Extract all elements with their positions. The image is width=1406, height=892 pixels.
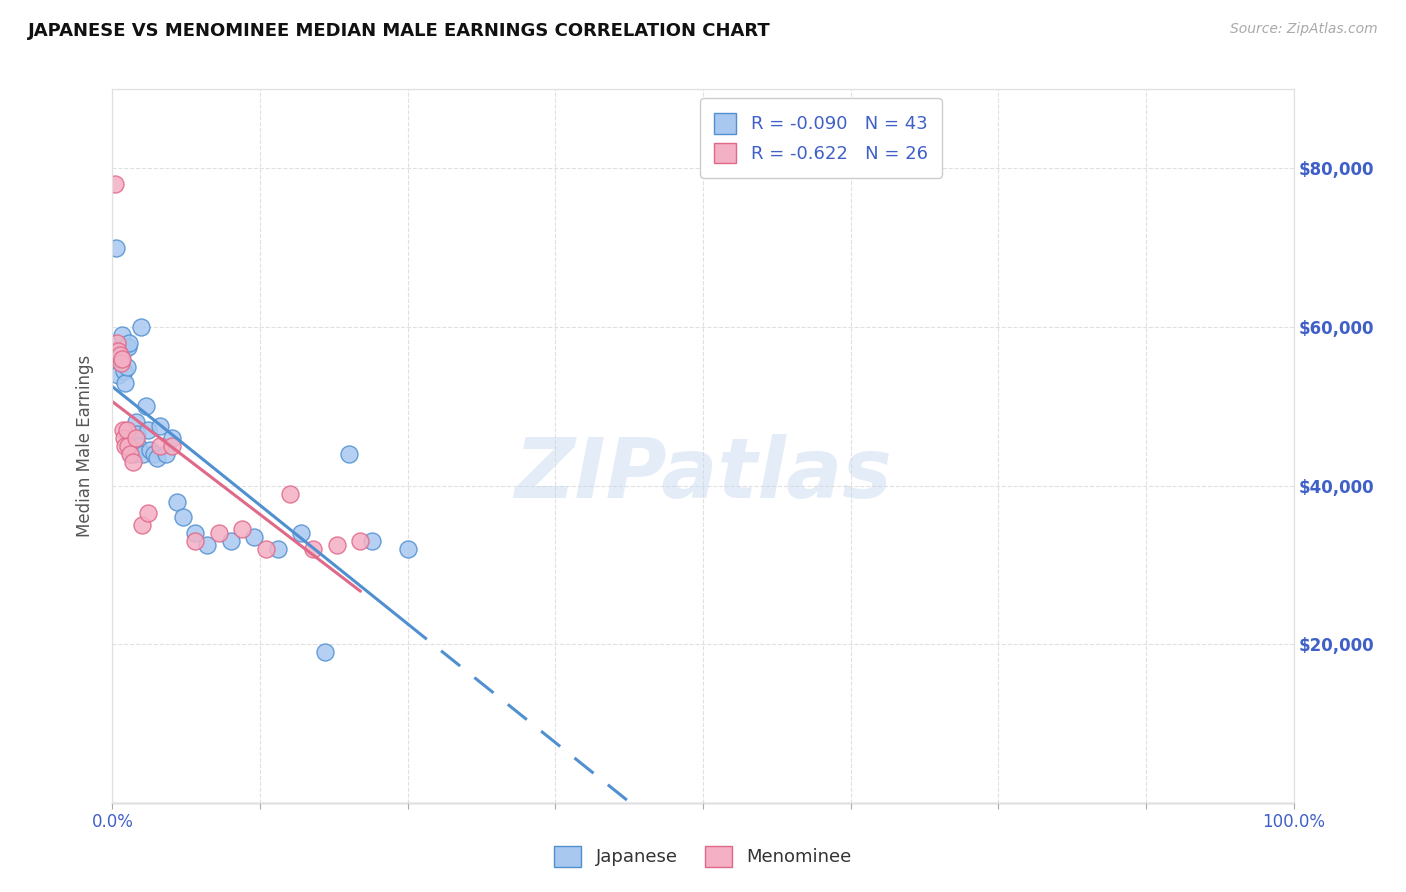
Point [155, 447, 177, 461]
Point [110, 356, 132, 370]
Point [104, 178, 127, 192]
Point [166, 494, 188, 508]
Point [149, 439, 172, 453]
Point [160, 431, 183, 445]
Point [129, 320, 152, 334]
Point [254, 542, 277, 557]
Point [104, 351, 127, 366]
Point [110, 351, 132, 366]
Point [125, 415, 148, 429]
Point [172, 510, 194, 524]
Point [243, 530, 266, 544]
Point [115, 359, 138, 374]
Point [120, 447, 142, 461]
Point [349, 534, 371, 549]
Legend: R = -0.090   N = 43, R = -0.622   N = 26: R = -0.090 N = 43, R = -0.622 N = 26 [700, 98, 942, 178]
Point [139, 442, 162, 457]
Text: JAPANESE VS MENOMINEE MEDIAN MALE EARNINGS CORRELATION CHART: JAPANESE VS MENOMINEE MEDIAN MALE EARNIN… [28, 22, 770, 40]
Point [117, 439, 139, 453]
Point [118, 335, 141, 350]
Point [314, 645, 336, 659]
Point [136, 423, 159, 437]
Point [195, 538, 218, 552]
Point [114, 376, 136, 390]
Point [146, 450, 169, 465]
Point [115, 423, 138, 437]
Point [302, 542, 325, 557]
Point [117, 340, 139, 354]
Point [208, 526, 231, 541]
Point [121, 455, 143, 469]
Point [127, 439, 149, 453]
Point [396, 542, 419, 557]
Point [121, 439, 143, 453]
Point [136, 507, 159, 521]
Point [160, 439, 183, 453]
Point [127, 427, 149, 442]
Point [184, 534, 207, 549]
Point [231, 522, 253, 536]
Point [131, 518, 153, 533]
Legend: Japanese, Menominee: Japanese, Menominee [547, 838, 859, 874]
Point [111, 351, 134, 366]
Point [120, 447, 142, 461]
Point [111, 328, 134, 343]
Point [120, 431, 142, 445]
Point [112, 343, 135, 358]
Text: Source: ZipAtlas.com: Source: ZipAtlas.com [1230, 22, 1378, 37]
Point [219, 534, 242, 549]
Y-axis label: Median Male Earnings: Median Male Earnings [76, 355, 94, 537]
Point [267, 542, 290, 557]
Point [278, 486, 301, 500]
Point [105, 343, 128, 358]
Point [149, 419, 172, 434]
Point [108, 348, 131, 362]
Point [361, 534, 384, 549]
Point [114, 439, 136, 453]
Point [107, 343, 129, 358]
Point [132, 447, 155, 461]
Point [112, 364, 135, 378]
Point [108, 351, 131, 366]
Point [290, 526, 312, 541]
Point [125, 431, 148, 445]
Point [105, 241, 128, 255]
Text: ZIPatlas: ZIPatlas [515, 434, 891, 515]
Point [110, 340, 132, 354]
Point [326, 538, 349, 552]
Point [112, 423, 135, 437]
Point [135, 400, 157, 414]
Point [112, 431, 135, 445]
Point [107, 368, 129, 382]
Point [105, 335, 128, 350]
Point [184, 526, 207, 541]
Point [122, 447, 145, 461]
Point [337, 447, 360, 461]
Point [142, 447, 165, 461]
